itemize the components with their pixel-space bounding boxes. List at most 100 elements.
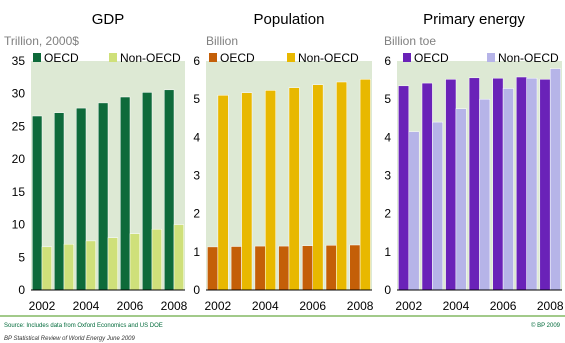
primary-energy-x-tick-label: 2006 — [490, 299, 517, 313]
gdp-bar-oecd-2008 — [164, 89, 175, 291]
gdp-legend-swatch-oecd — [33, 53, 41, 62]
primary-energy-bar-non-oecd-2006 — [502, 88, 514, 291]
population-unit-label: Billion — [206, 34, 238, 48]
gdp-x-tick-label: 2008 — [161, 299, 188, 313]
population-legend-swatch-non-oecd — [287, 53, 295, 62]
population-bar-oecd-2003 — [230, 246, 242, 291]
primary-energy-legend-swatch-non-oecd — [487, 53, 495, 62]
population-bar-non-oecd-2003 — [241, 92, 253, 291]
primary-energy-bar-non-oecd-2003 — [432, 121, 444, 291]
population-y-tick-label: 4 — [193, 130, 200, 144]
population-y-tick-label: 3 — [193, 169, 200, 183]
population-bar-oecd-2004 — [254, 245, 266, 291]
primary-energy-y-tick-label: 0 — [384, 283, 391, 297]
primary-energy-bar-oecd-2004 — [445, 79, 457, 291]
primary-energy-legend-label-non-oecd: Non-OECD — [498, 51, 559, 65]
gdp-legend-label-non-oecd: Non-OECD — [120, 51, 181, 65]
source-note: Source: Includes data from Oxford Econom… — [4, 323, 163, 329]
gdp-bar-non-oecd-2006 — [129, 233, 140, 291]
population-bar-non-oecd-2008 — [359, 79, 371, 291]
primary-energy-y-tick-label: 1 — [384, 245, 391, 259]
publication-note: BP Statistical Review of World Energy Ju… — [4, 336, 136, 342]
gdp-unit-label: Trillion, 2000$ — [4, 34, 79, 48]
population-bar-non-oecd-2004 — [265, 90, 276, 291]
gdp-bar-oecd-2002 — [32, 115, 43, 291]
gdp-y-tick-label: 15 — [12, 185, 26, 199]
population-x-tick-label: 2008 — [347, 299, 374, 313]
gdp-legend-swatch-non-oecd — [109, 53, 117, 62]
population-y-tick-label: 5 — [193, 92, 200, 106]
gdp-bar-oecd-2003 — [54, 112, 65, 291]
gdp-x-tick-label: 2004 — [73, 299, 100, 313]
gdp-y-tick-label: 25 — [12, 119, 26, 133]
gdp-chart: GDP Trillion, 2000$ 0 5 10 15 20 25 30 35 2002 2004… — [4, 11, 188, 313]
population-y-tick-label: 6 — [193, 54, 200, 68]
primary-energy-x-tick-label: 2004 — [443, 299, 470, 313]
population-legend-swatch-oecd — [209, 53, 217, 62]
population-bar-oecd-2007 — [325, 245, 337, 291]
primary-energy-bar-oecd-2003 — [421, 82, 433, 291]
gdp-bar-non-oecd-2005 — [107, 237, 118, 291]
population-bar-non-oecd-2002 — [217, 95, 229, 291]
population-legend-label-non-oecd: Non-OECD — [298, 51, 359, 65]
gdp-x-tick-label: 2006 — [117, 299, 144, 313]
gdp-y-tick-label: 0 — [18, 283, 25, 297]
gdp-y-tick-label: 5 — [18, 250, 25, 264]
primary-energy-y-tick-label: 4 — [384, 130, 391, 144]
population-bar-oecd-2002 — [207, 246, 219, 291]
gdp-bar-non-oecd-2002 — [41, 246, 52, 291]
primary-energy-bar-oecd-2006 — [492, 77, 504, 291]
population-y-tick-label: 1 — [193, 245, 200, 259]
primary-energy-bar-oecd-2002 — [398, 85, 410, 291]
primary-energy-y-tick-label: 3 — [384, 169, 391, 183]
population-bar-oecd-2005 — [278, 245, 290, 291]
primary-energy-unit-label: Billion toe — [384, 34, 436, 48]
gdp-bar-non-oecd-2003 — [63, 243, 74, 291]
gdp-bar-oecd-2007 — [142, 92, 153, 291]
copyright-note: © BP 2009 — [531, 322, 561, 329]
gdp-title: GDP — [92, 11, 125, 28]
population-chart: Population Billion 0 1 2 3 4 5 6 2002 2004 2006 2008… — [193, 11, 374, 313]
gdp-y-tick-label: 10 — [12, 218, 26, 232]
gdp-legend-label-oecd: OECD — [44, 51, 79, 65]
gdp-bar-oecd-2006 — [120, 96, 131, 291]
primary-energy-y-tick-label: 5 — [384, 92, 391, 106]
population-bar-non-oecd-2006 — [312, 84, 324, 291]
primary-energy-bar-non-oecd-2007 — [526, 77, 538, 291]
primary-energy-x-tick-label: 2008 — [537, 299, 564, 313]
population-x-tick-label: 2004 — [252, 299, 279, 313]
population-x-tick-label: 2002 — [205, 299, 232, 313]
gdp-y-tick-label: 35 — [12, 54, 26, 68]
primary-energy-bar-non-oecd-2005 — [479, 98, 491, 291]
primary-energy-legend-swatch-oecd — [403, 53, 411, 62]
gdp-bar-non-oecd-2008 — [173, 224, 184, 291]
gdp-bar-non-oecd-2007 — [151, 228, 162, 291]
primary-energy-chart: Primary energy Billion toe 0 1 2 3 4 5 6 2002 2004… — [384, 11, 564, 313]
population-bar-oecd-2008 — [349, 244, 361, 291]
primary-energy-y-tick-label: 6 — [384, 54, 391, 68]
population-bar-oecd-2006 — [302, 245, 313, 291]
gdp-bar-oecd-2004 — [76, 107, 87, 291]
population-x-tick-label: 2006 — [299, 299, 326, 313]
population-y-tick-label: 2 — [193, 207, 200, 221]
primary-energy-x-tick-label: 2002 — [395, 299, 422, 313]
population-y-tick-label: 0 — [193, 283, 200, 297]
primary-energy-title: Primary energy — [423, 11, 525, 28]
primary-energy-y-tick-label: 2 — [384, 207, 391, 221]
primary-energy-bar-non-oecd-2004 — [455, 108, 467, 291]
population-title: Population — [254, 11, 325, 28]
gdp-y-tick-label: 20 — [12, 152, 26, 166]
primary-energy-bar-non-oecd-2008 — [549, 68, 561, 291]
primary-energy-bar-oecd-2008 — [539, 79, 551, 291]
primary-energy-bar-non-oecd-2002 — [408, 131, 420, 291]
primary-energy-bar-oecd-2005 — [468, 77, 480, 291]
population-legend-label-oecd: OECD — [220, 51, 255, 65]
gdp-y-tick-label: 30 — [12, 87, 26, 101]
population-bar-non-oecd-2007 — [336, 81, 348, 291]
primary-energy-bar-oecd-2007 — [516, 76, 527, 291]
gdp-x-tick-label: 2002 — [29, 299, 56, 313]
population-bar-non-oecd-2005 — [288, 87, 300, 291]
primary-energy-legend-label-oecd: OECD — [414, 51, 449, 65]
